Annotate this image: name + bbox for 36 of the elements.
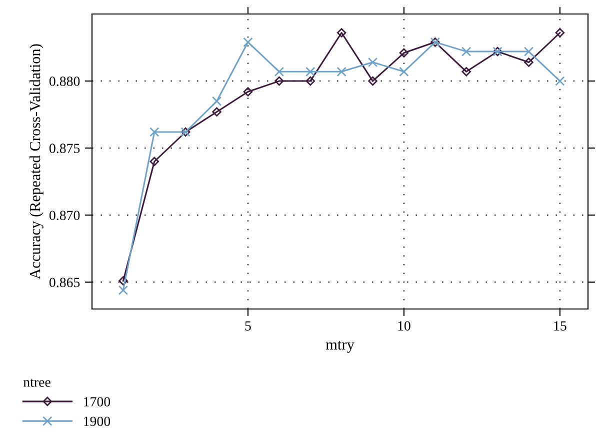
y-tick-label: 0.865 <box>49 278 80 288</box>
point <box>336 66 346 77</box>
point <box>212 96 222 106</box>
point <box>118 285 128 296</box>
point <box>150 156 160 166</box>
y-tick-label: 0.875 <box>49 144 80 154</box>
x-tick-label: 10 <box>398 321 410 331</box>
point <box>462 67 471 76</box>
y-tick-label: 0.880 <box>49 76 80 86</box>
point <box>274 76 284 86</box>
point <box>461 46 472 56</box>
point <box>524 46 534 56</box>
point <box>118 276 128 286</box>
point <box>243 37 253 48</box>
point <box>243 87 253 96</box>
point <box>399 66 409 77</box>
point <box>399 48 409 58</box>
point <box>368 57 378 68</box>
legend-label: 1700 <box>84 397 110 406</box>
x-tick-label: 15 <box>554 321 566 331</box>
point <box>524 58 534 67</box>
x-tick-label: 5 <box>245 321 251 331</box>
point <box>555 76 565 86</box>
legend-title: ntree <box>23 378 50 387</box>
point <box>336 28 346 38</box>
point <box>306 66 316 77</box>
point <box>306 76 315 86</box>
point <box>274 66 284 77</box>
point <box>212 107 222 117</box>
point <box>555 28 565 38</box>
point <box>150 127 160 137</box>
y-tick-label: 0.870 <box>49 210 80 220</box>
point <box>368 76 378 86</box>
legend-label: 1900 <box>84 416 110 426</box>
y-axis-title: Accuracy (Repeated Cross-Validation) <box>29 44 44 280</box>
x-axis-title: mtry <box>326 340 354 353</box>
